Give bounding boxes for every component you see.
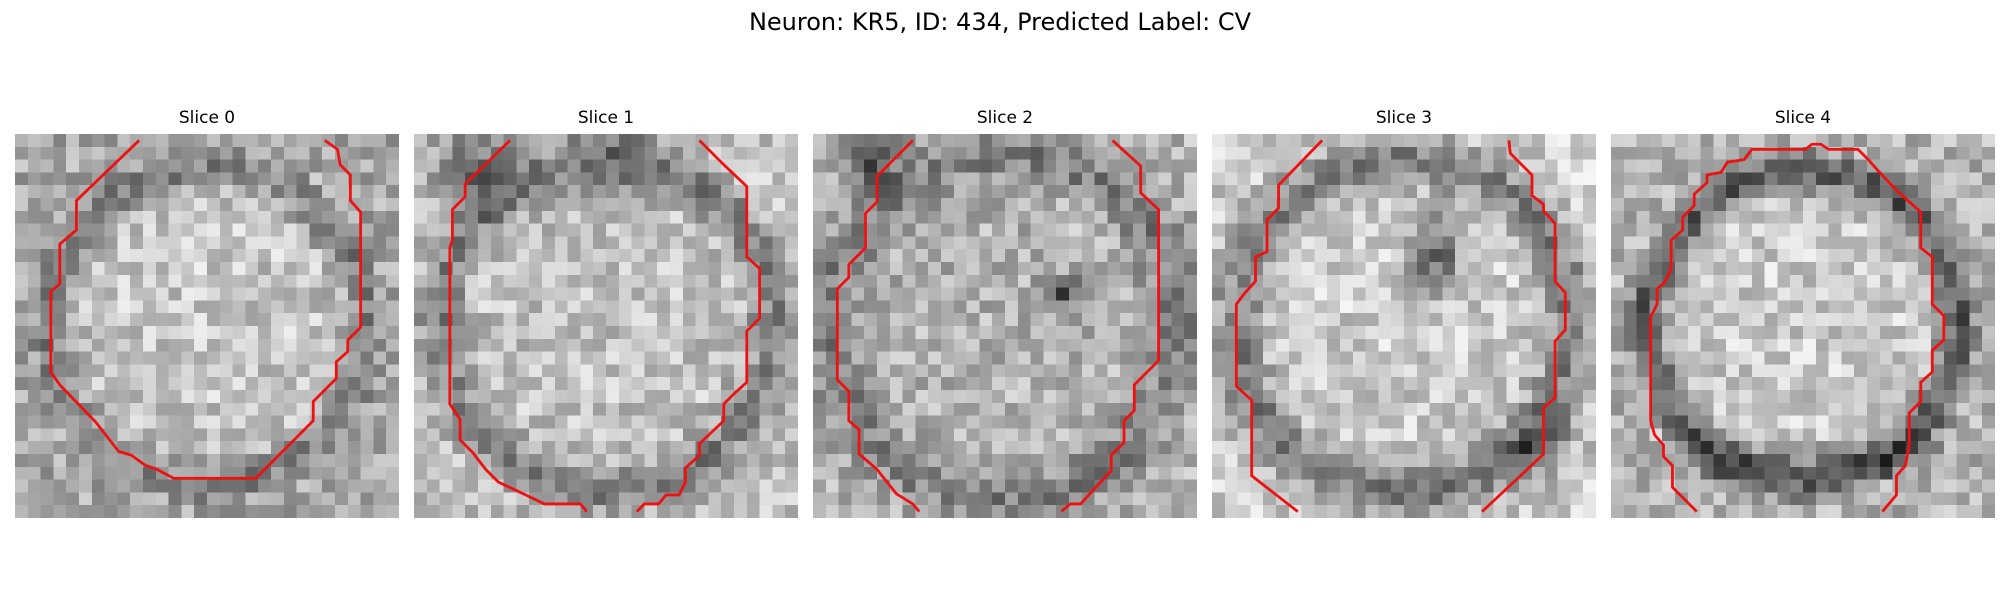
figure-title: Neuron: KR5, ID: 434, Predicted Label: C… bbox=[748, 8, 1252, 36]
slice-image-4 bbox=[1611, 134, 1995, 518]
slice-image-3 bbox=[1212, 134, 1596, 518]
pixel-grid-4 bbox=[1611, 134, 1995, 518]
slice-image-1 bbox=[414, 134, 798, 518]
pixel-grid-2 bbox=[813, 134, 1197, 518]
contour-line-3-right bbox=[1481, 140, 1567, 513]
contour-line-3-left bbox=[1234, 139, 1324, 513]
contour-line-2-left bbox=[835, 139, 921, 513]
contour-line-4 bbox=[1649, 142, 1946, 513]
slice-image-2 bbox=[813, 134, 1197, 518]
slice-image-0 bbox=[15, 134, 399, 518]
contour-line-0 bbox=[49, 139, 363, 480]
slice-title-2: Slice 2 bbox=[976, 108, 1034, 128]
pixel-grid-1 bbox=[414, 134, 798, 518]
slice-title-1: Slice 1 bbox=[577, 108, 635, 128]
contour-line-1-left bbox=[448, 139, 588, 513]
pixel-grid-0 bbox=[15, 134, 399, 518]
contour-line-2-right bbox=[1060, 139, 1161, 513]
pixel-grid-3 bbox=[1212, 134, 1596, 518]
slice-title-3: Slice 3 bbox=[1375, 108, 1433, 128]
contour-line-1-right bbox=[635, 139, 762, 513]
slice-title-0: Slice 0 bbox=[178, 108, 236, 128]
slice-title-4: Slice 4 bbox=[1774, 108, 1832, 128]
